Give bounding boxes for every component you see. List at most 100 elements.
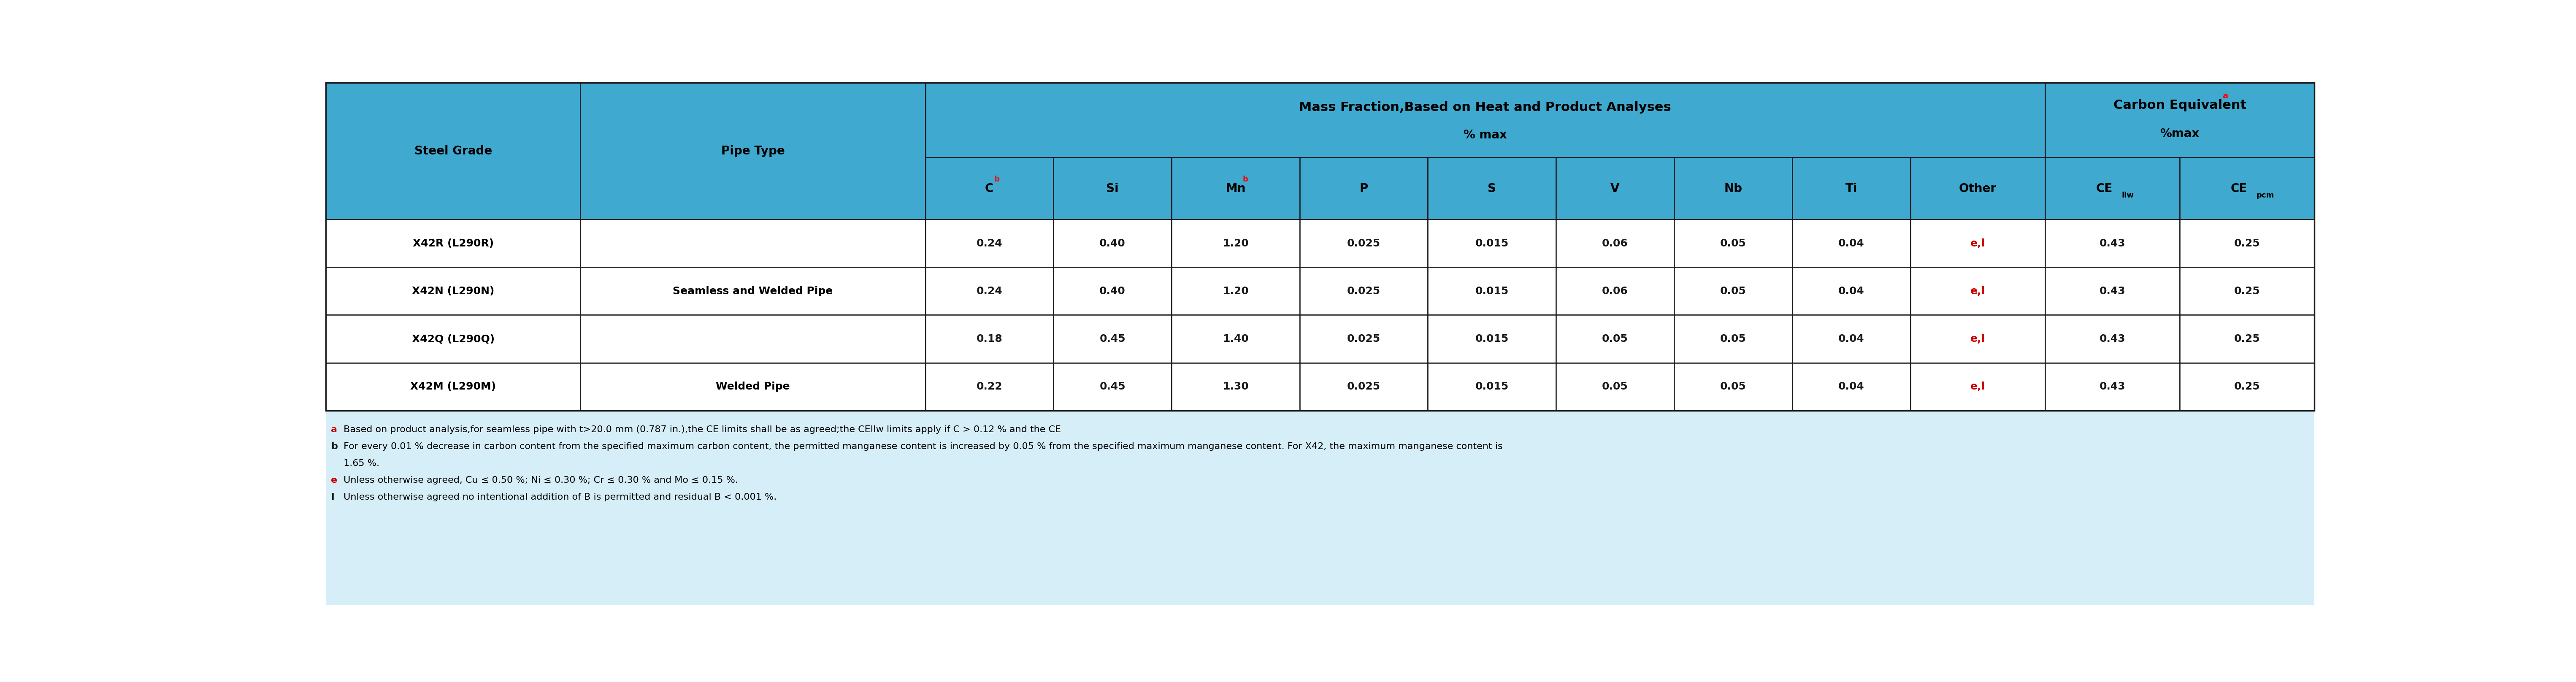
Bar [1674,363,1793,411]
Text: For every 0.01 % decrease in carbon content from the specified maximum carbon co: For every 0.01 % decrease in carbon cont… [340,442,1502,451]
Bar [1427,363,1556,411]
Text: X42R (L290R): X42R (L290R) [412,238,495,248]
Bar [580,220,925,267]
Bar [1054,158,1172,220]
Text: 0.43: 0.43 [2099,286,2125,296]
Text: Other: Other [1958,183,1996,194]
Bar [327,83,580,220]
Text: 0.04: 0.04 [1839,333,1865,344]
Text: 0.43: 0.43 [2099,238,2125,248]
Bar [2179,267,2313,315]
Text: e,l: e,l [1971,333,1986,344]
Text: X42N (L290N): X42N (L290N) [412,286,495,296]
Text: 0.40: 0.40 [1100,238,1126,248]
Text: Based on product analysis,for seamless pipe with t>20.0 mm (0.787 in.),the CE li: Based on product analysis,for seamless p… [340,425,1061,434]
Bar [1301,220,1427,267]
Bar [1793,220,1911,267]
Bar [1556,363,1674,411]
Bar [925,363,1054,411]
Bar [2179,158,2313,220]
Text: Carbon Equivalent: Carbon Equivalent [2112,99,2246,111]
Text: 0.025: 0.025 [1347,382,1381,391]
Text: llw: llw [2123,192,2133,199]
Bar [1427,315,1556,363]
Text: l: l [330,493,335,501]
Bar [925,220,1054,267]
Bar [580,363,925,411]
Bar [1911,363,2045,411]
Text: CE: CE [2097,183,2112,194]
Text: 0.06: 0.06 [1602,238,1628,248]
Bar [2179,315,2313,363]
Bar [327,363,580,411]
Bar [2045,220,2179,267]
Bar [2045,83,2313,158]
Text: 0.015: 0.015 [1476,286,1510,296]
Text: CE: CE [2231,183,2246,194]
Text: 0.45: 0.45 [1100,333,1126,344]
Bar [1793,267,1911,315]
Bar [1172,220,1301,267]
Bar [1301,315,1427,363]
Bar [1793,158,1911,220]
Bar [925,315,1054,363]
Bar [925,267,1054,315]
Bar [1054,220,1172,267]
Bar [1172,267,1301,315]
Text: 0.05: 0.05 [1721,286,1747,296]
Text: b: b [994,175,999,183]
Bar [2179,220,2313,267]
Bar [580,267,925,315]
Bar [1674,220,1793,267]
Bar [327,315,580,363]
Bar [327,220,580,267]
Bar [1172,315,1301,363]
Bar [1674,158,1793,220]
Text: 0.05: 0.05 [1721,238,1747,248]
Text: Mn: Mn [1226,183,1247,194]
Bar [327,411,2313,606]
Text: a: a [330,425,337,434]
Text: a: a [2223,92,2228,100]
Bar [1301,363,1427,411]
Bar [1427,158,1556,220]
Bar [1674,267,1793,315]
Text: 0.22: 0.22 [976,382,1002,391]
Text: 1.40: 1.40 [1224,333,1249,344]
Text: Seamless and Welded Pipe: Seamless and Welded Pipe [672,286,832,296]
Text: V: V [1610,183,1620,194]
Bar [1793,363,1911,411]
Bar [1172,158,1301,220]
Bar [1911,315,2045,363]
Text: pcm: pcm [2257,192,2275,199]
Text: 0.05: 0.05 [1602,382,1628,391]
Bar [2045,363,2179,411]
Text: %max: %max [2161,128,2200,140]
Text: 0.015: 0.015 [1476,382,1510,391]
Text: X42M (L290M): X42M (L290M) [410,382,497,391]
Text: 0.015: 0.015 [1476,333,1510,344]
Text: 0.18: 0.18 [976,333,1002,344]
Bar [1054,363,1172,411]
Text: 0.25: 0.25 [2233,382,2259,391]
Bar [1301,158,1427,220]
Bar [580,83,925,220]
Text: 0.40: 0.40 [1100,286,1126,296]
Text: b: b [330,442,337,451]
Text: b: b [1242,175,1249,183]
Bar [580,315,925,363]
Bar [1556,267,1674,315]
Text: 0.06: 0.06 [1602,286,1628,296]
Text: 0.25: 0.25 [2233,238,2259,248]
Text: 0.04: 0.04 [1839,238,1865,248]
Bar [1793,315,1911,363]
Text: 0.43: 0.43 [2099,333,2125,344]
Bar [1556,220,1674,267]
Bar [327,83,2313,411]
Text: Unless otherwise agreed, Cu ≤ 0.50 %; Ni ≤ 0.30 %; Cr ≤ 0.30 % and Mo ≤ 0.15 %.: Unless otherwise agreed, Cu ≤ 0.50 %; Ni… [340,476,739,484]
Bar [1556,158,1674,220]
Text: 0.025: 0.025 [1347,286,1381,296]
Text: 0.43: 0.43 [2099,382,2125,391]
Text: 0.05: 0.05 [1721,333,1747,344]
Text: % max: % max [1463,129,1507,141]
